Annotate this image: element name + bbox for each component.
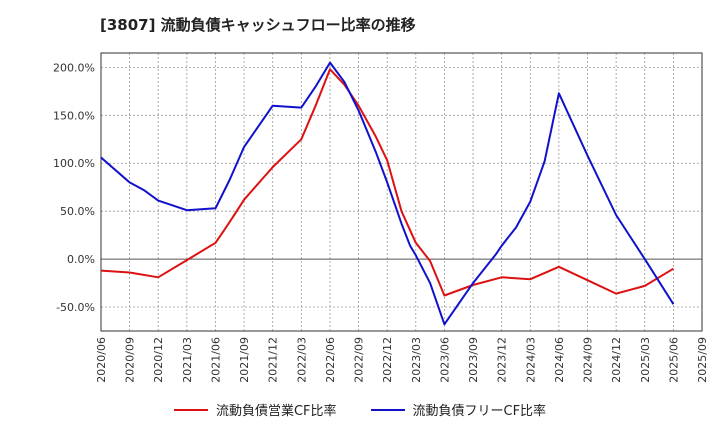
x-tick-label: 2021/12	[267, 337, 280, 383]
grid	[100, 53, 703, 331]
x-tick-label: 2025/06	[667, 337, 680, 383]
series	[100, 61, 675, 326]
x-tick-label: 2020/09	[124, 337, 137, 383]
y-tick-label: 100.0%	[53, 157, 95, 170]
line-chart: -50.0% 0.0% 50.0% 100.0% 150.0% 200.0% 2020/06…	[53, 52, 709, 383]
x-tick-label: 2020/12	[152, 337, 165, 383]
x-tick-label: 2024/03	[524, 337, 537, 383]
y-tick-label: -50.0%	[56, 301, 95, 314]
x-tick-label: 2022/09	[353, 337, 366, 383]
legend-item-operating-cf: 流動負債営業CF比率	[173, 400, 337, 419]
x-tick-label: 2023/12	[496, 337, 509, 383]
x-tick-label: 2021/09	[238, 337, 251, 383]
x-tick-label: 2023/09	[467, 337, 480, 383]
legend-label-operating-cf: 流動負債営業CF比率	[215, 404, 337, 419]
x-tick-label: 2023/06	[438, 337, 451, 383]
x-tick-label: 2024/06	[553, 337, 566, 383]
y-tick-label: 200.0%	[53, 61, 95, 74]
legend: 流動負債営業CF比率 流動負債フリーCF比率	[0, 400, 720, 419]
y-tick-label: 50.0%	[60, 205, 95, 218]
legend-label-free-cf: 流動負債フリーCF比率	[412, 404, 547, 419]
y-tick-label: 0.0%	[67, 253, 95, 266]
legend-item-free-cf: 流動負債フリーCF比率	[370, 400, 547, 419]
y-tick-label: 150.0%	[53, 109, 95, 122]
axes: -50.0% 0.0% 50.0% 100.0% 150.0% 200.0% 2020/06…	[53, 52, 709, 383]
plot-frame	[100, 52, 703, 332]
legend-swatch-free-cf	[370, 408, 405, 411]
chart-title: [3807] 流動負債キャッシュフロー比率の推移	[100, 16, 416, 34]
x-tick-label: 2022/12	[381, 337, 394, 383]
x-tick-label: 2025/03	[639, 337, 652, 383]
series-line-0	[100, 68, 674, 297]
x-tick-label: 2024/12	[610, 337, 623, 383]
series-line-1	[100, 61, 675, 326]
x-tick-label: 2022/03	[295, 337, 308, 383]
x-tick-label: 2024/09	[582, 337, 595, 383]
x-tick-label: 2023/03	[410, 337, 423, 383]
legend-swatch-operating-cf	[173, 408, 208, 411]
x-tick-label: 2021/03	[181, 337, 194, 383]
x-tick-label: 2021/06	[209, 337, 222, 383]
x-tick-label: 2020/06	[95, 337, 108, 383]
x-tick-label: 2022/06	[324, 337, 337, 383]
x-tick-label: 2025/09	[696, 337, 709, 383]
